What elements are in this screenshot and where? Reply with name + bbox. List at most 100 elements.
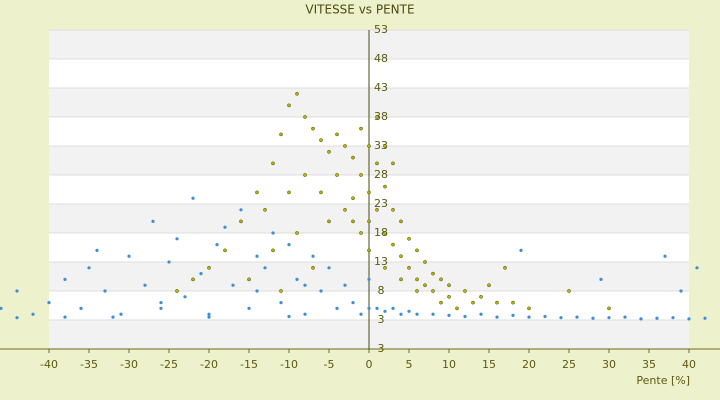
point [231, 283, 235, 287]
point [367, 277, 371, 281]
point [407, 236, 411, 241]
x-tick-label: 30 [602, 358, 616, 371]
point [343, 207, 347, 212]
point [247, 277, 251, 282]
point [383, 184, 387, 189]
point [375, 115, 379, 119]
point [471, 300, 475, 305]
point [655, 316, 659, 320]
point [327, 149, 331, 154]
point [239, 219, 243, 224]
point [247, 306, 251, 310]
point [359, 173, 363, 177]
point [503, 265, 507, 270]
point [575, 315, 579, 319]
point [407, 265, 411, 270]
y-tick-label: 48 [374, 52, 388, 65]
point [463, 314, 467, 319]
point [255, 289, 259, 293]
point [303, 115, 307, 119]
point [103, 289, 107, 293]
point [279, 301, 283, 305]
point [359, 126, 363, 131]
point [687, 317, 691, 321]
x-tick-label: -25 [160, 358, 178, 371]
point [415, 312, 419, 316]
point [367, 144, 371, 148]
x-tick-label: 15 [482, 358, 496, 371]
point [415, 277, 419, 282]
point [207, 312, 211, 316]
point [319, 190, 323, 195]
point [191, 196, 195, 200]
point [295, 91, 299, 96]
point [679, 289, 683, 293]
point [295, 277, 299, 281]
x-tick-label: -40 [40, 358, 58, 371]
point [447, 313, 451, 317]
point [79, 306, 83, 310]
x-tick-label: 35 [642, 358, 656, 371]
y-tick-label: 53 [374, 23, 388, 36]
x-tick-label: 0 [366, 358, 373, 371]
point [151, 219, 155, 223]
point [167, 260, 171, 264]
point [319, 289, 323, 293]
point [207, 265, 211, 270]
point [431, 312, 435, 316]
y-tick-label: 38 [374, 110, 388, 123]
point [303, 283, 307, 287]
point [367, 306, 371, 310]
point [495, 300, 499, 305]
point [415, 248, 419, 253]
point [495, 315, 499, 319]
point [375, 306, 379, 310]
point [391, 207, 395, 212]
point [431, 289, 435, 293]
y-tick-label: 43 [374, 81, 388, 94]
chart-title: VITESSE vs PENTE [305, 3, 414, 17]
point [159, 301, 163, 305]
point [15, 316, 19, 320]
point [367, 248, 371, 253]
point [335, 306, 339, 310]
point [663, 254, 667, 258]
point [375, 161, 379, 166]
point [527, 315, 531, 319]
y-tick-label: 23 [374, 197, 388, 210]
point [487, 283, 491, 288]
point [447, 294, 451, 299]
point [303, 312, 307, 316]
point [639, 317, 643, 321]
point [287, 103, 291, 108]
point [423, 283, 427, 288]
point [183, 295, 187, 299]
point [335, 132, 339, 137]
y-tick-label: 3 [378, 313, 385, 326]
point [399, 277, 403, 282]
point [383, 309, 387, 313]
point [671, 316, 675, 320]
point [239, 208, 243, 212]
x-tick-label: 40 [682, 358, 696, 371]
point [695, 266, 699, 270]
point [287, 243, 291, 247]
point [511, 313, 515, 317]
y-tick-label: 13 [374, 255, 388, 268]
y-tick-label: 18 [374, 226, 388, 239]
x-tick-label: -5 [324, 358, 335, 371]
point [383, 231, 387, 235]
point [311, 254, 315, 258]
point [175, 237, 179, 241]
point [111, 315, 115, 319]
point [0, 306, 3, 310]
point [431, 271, 435, 276]
point [567, 289, 571, 293]
x-tick-label: -30 [120, 358, 138, 371]
point [31, 312, 35, 316]
point [279, 289, 283, 293]
x-axis-label: Pente [%] [636, 374, 690, 387]
point [383, 265, 387, 270]
point [527, 306, 531, 311]
point [559, 316, 563, 320]
